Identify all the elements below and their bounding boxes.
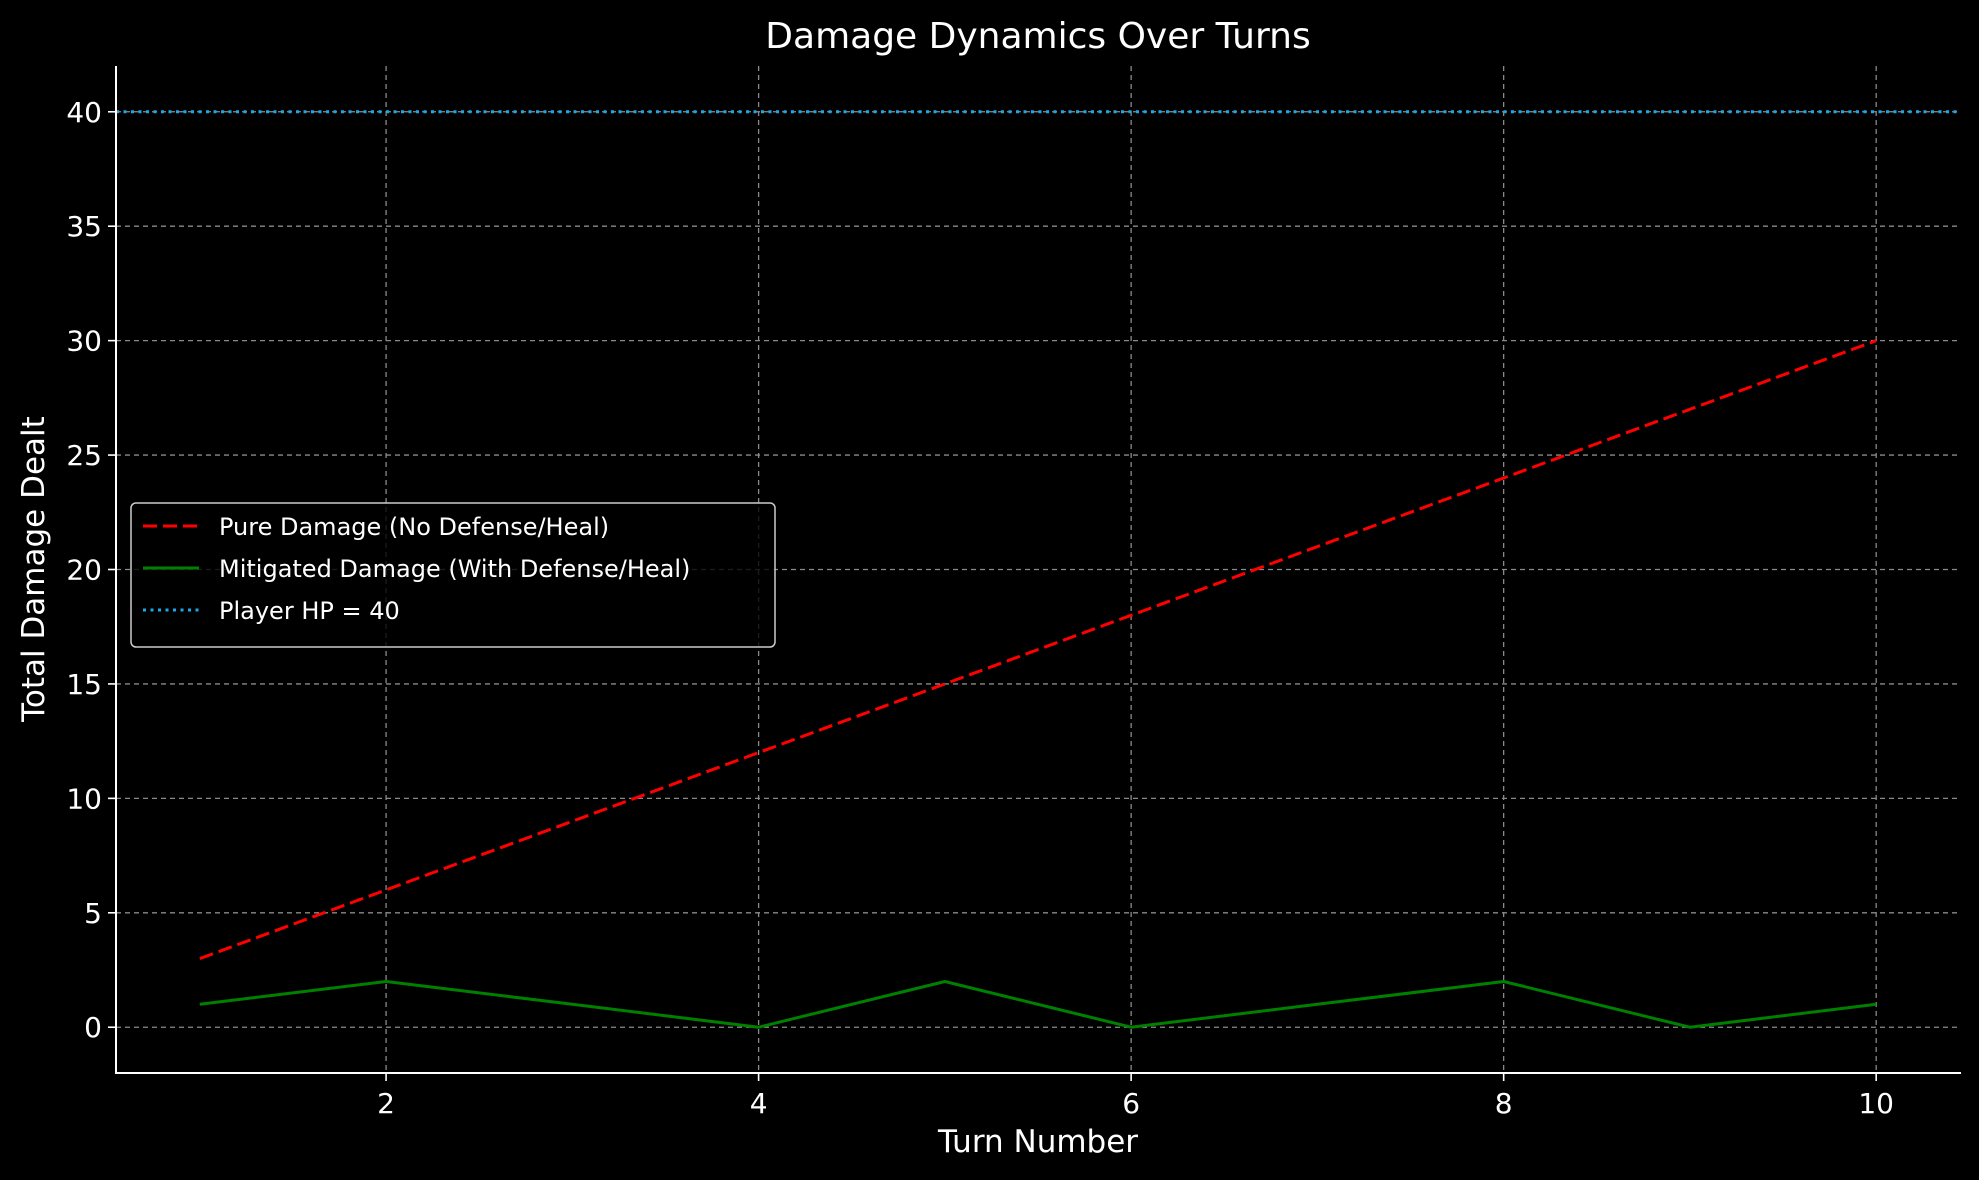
y-axis-label: Total Damage Dealt bbox=[16, 416, 52, 723]
legend-label-2: Player HP = 40 bbox=[219, 597, 400, 625]
x-tick-label-3: 8 bbox=[1495, 1087, 1513, 1120]
y-tick-label-0: 0 bbox=[84, 1011, 102, 1044]
series-line-0 bbox=[199, 339, 1877, 961]
y-tick-label-1: 5 bbox=[84, 897, 102, 930]
legend-label-0: Pure Damage (No Defense/Heal) bbox=[219, 513, 609, 541]
y-tick-label-2: 10 bbox=[66, 782, 102, 815]
x-tick-label-1: 4 bbox=[750, 1087, 768, 1120]
grid bbox=[116, 66, 1960, 1073]
x-axis-label: Turn Number bbox=[937, 1124, 1138, 1160]
series-line-1 bbox=[199, 980, 1877, 1029]
legend: Pure Damage (No Defense/Heal) Mitigated D… bbox=[130, 502, 776, 648]
legend-label-1: Mitigated Damage (With Defense/Heal) bbox=[219, 555, 690, 583]
y-tick-label-3: 15 bbox=[66, 668, 102, 701]
axes bbox=[115, 66, 1961, 1074]
ticks: 2 4 6 8 10 0 5 10 15 20 25 30 35 40 bbox=[66, 96, 1894, 1120]
x-tick-label-2: 6 bbox=[1122, 1087, 1140, 1120]
y-tick-label-8: 40 bbox=[66, 96, 102, 129]
x-tick-label-0: 2 bbox=[377, 1087, 395, 1120]
y-tick-label-6: 30 bbox=[66, 325, 102, 358]
y-tick-label-5: 25 bbox=[66, 439, 102, 472]
legend-box bbox=[130, 502, 776, 648]
y-tick-label-4: 20 bbox=[66, 554, 102, 587]
series bbox=[116, 110, 1960, 1029]
y-tick-label-7: 35 bbox=[66, 210, 102, 243]
chart-title: Damage Dynamics Over Turns bbox=[765, 16, 1310, 57]
x-tick-label-4: 10 bbox=[1858, 1087, 1894, 1120]
